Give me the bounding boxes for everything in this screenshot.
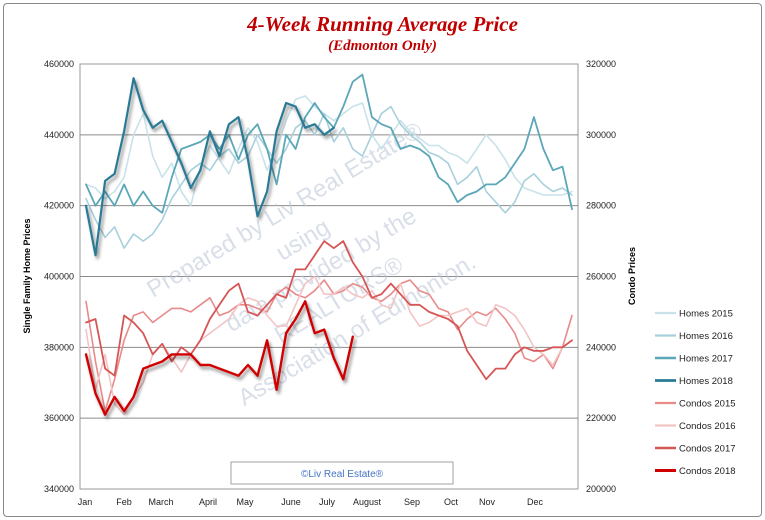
y-tick-label: 380000 <box>44 342 74 352</box>
x-tick-label: Nov <box>479 497 496 507</box>
legend-entry: Condos 2018 <box>679 466 736 477</box>
y2-axis-label: Condo Prices <box>627 247 637 305</box>
legend-entry: Condos 2016 <box>679 421 736 432</box>
y2-tick-label: 220000 <box>586 413 616 423</box>
y-tick-label: 440000 <box>44 130 74 140</box>
legend-entry: Condos 2015 <box>679 399 736 410</box>
series-line-condos-2018 <box>84 300 354 416</box>
y2-tick-label: 260000 <box>586 272 616 282</box>
x-tick-label: August <box>353 497 382 507</box>
legend-entry: Homes 2018 <box>679 376 733 387</box>
y-tick-label: 360000 <box>44 413 74 423</box>
y2-tick-label: 280000 <box>586 201 616 211</box>
legend-entry: Condos 2017 <box>679 444 736 455</box>
y2-tick-label: 320000 <box>586 59 616 69</box>
series-line-homes-2017 <box>85 73 573 214</box>
x-tick-label: July <box>319 497 336 507</box>
y-tick-label: 340000 <box>44 484 74 494</box>
legend-entry: Homes 2015 <box>679 309 733 320</box>
y2-tick-label: 300000 <box>586 130 616 140</box>
x-tick-label: April <box>199 497 217 507</box>
y-tick-label: 400000 <box>44 272 74 282</box>
y2-tick-label: 200000 <box>586 484 616 494</box>
x-tick-label: Sep <box>404 497 420 507</box>
x-tick-label: Feb <box>116 497 132 507</box>
legend-entry: Homes 2016 <box>679 331 733 342</box>
y-axis-label: Single Family Home Prices <box>22 218 32 333</box>
series-line-homes-2015 <box>85 95 573 207</box>
y-tick-label: 420000 <box>44 201 74 211</box>
x-tick-label: June <box>281 497 301 507</box>
series-line-homes-2018 <box>84 77 335 257</box>
x-tick-label: Jan <box>78 497 93 507</box>
x-tick-label: May <box>236 497 254 507</box>
x-tick-label: March <box>148 497 173 507</box>
series-line-homes-2016 <box>85 105 573 249</box>
y2-tick-label: 240000 <box>586 342 616 352</box>
series-line-condos-2017 <box>85 240 573 381</box>
copyright-text: ©Liv Real Estate® <box>301 469 384 480</box>
chart-subtitle: (Edmonton Only) <box>328 38 437 54</box>
chart-title: 4-Week Running Average Price <box>247 12 518 36</box>
copyright-box <box>230 461 454 485</box>
y-tick-label: 460000 <box>44 59 74 69</box>
series-line-condos-2015 <box>85 279 573 412</box>
chart-frame <box>3 3 762 517</box>
x-tick-label: Oct <box>444 497 459 507</box>
x-tick-label: Dec <box>527 497 544 507</box>
legend-entry: Homes 2017 <box>679 354 733 365</box>
